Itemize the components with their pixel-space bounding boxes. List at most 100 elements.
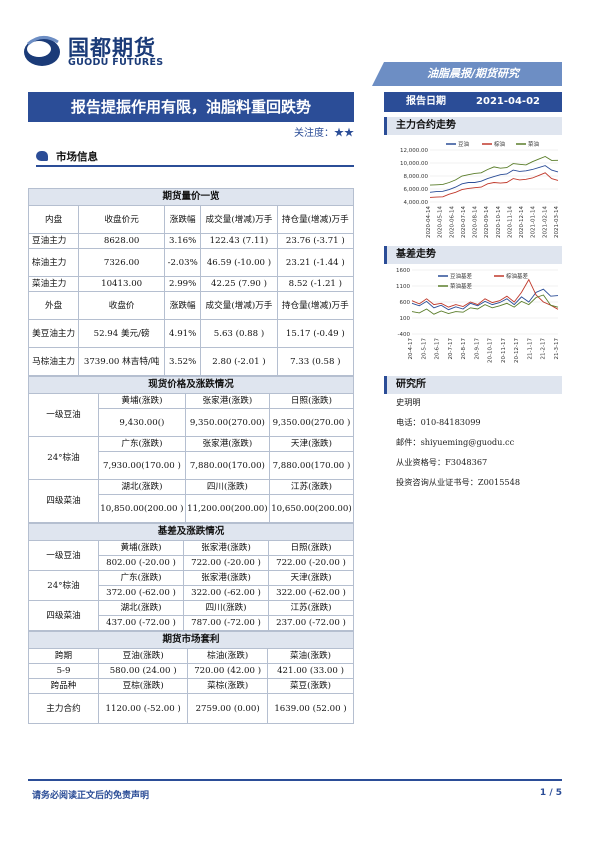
table-header: 日照(涨跌)	[268, 393, 355, 409]
table-cell: 5.63 (0.88 )	[200, 319, 278, 348]
table-row: 主力合约 1120.00 (-52.00 ) 2759.00 (0.00) 16…	[28, 693, 354, 724]
table-cell: 11,200.00(200.00)	[184, 494, 270, 523]
x-tick-label: 2021-02-14	[542, 206, 548, 238]
page-number: 1 / 5	[539, 788, 562, 798]
table-cell: 3739.00 林吉特/吨	[78, 347, 166, 376]
table-row: 5-9 580.00 (24.00 ) 720.00 (42.00 ) 421.…	[28, 663, 354, 679]
x-tick-label: 20-7-17	[448, 338, 454, 360]
x-tick-label: 2021-03-14	[554, 206, 560, 238]
market-data-table: 期货量价一览 内盘 收盘价元 涨跌幅 成交量(增减)万手 持仓量(增减)万手 豆…	[27, 188, 355, 724]
table-row: 菜油主力 10413.00 2.99% 42.25 (7.90 ) 8.52 (…	[27, 276, 355, 292]
basis-chart-heading: 基差走势	[384, 246, 562, 264]
x-tick-label: 20-4-17	[408, 338, 414, 360]
table-cell: 437.00 (-72.00 )	[98, 615, 184, 631]
disclaimer-note: 请务必阅读正文后的免责声明	[32, 791, 150, 801]
report-date-label: 报告日期	[406, 96, 446, 107]
table-header: 收盘价元	[78, 205, 166, 234]
logo-text-en: GUODU FUTURES	[68, 57, 164, 68]
table-cell: 237.00 (-72.00 )	[268, 615, 354, 631]
x-tick-label: 2020-06-14	[449, 206, 455, 238]
table-cell: 9,350.00(270.00)	[184, 408, 270, 437]
table-header: 湖北(涨跌)	[98, 600, 184, 616]
legend-label: 豆油基差	[450, 272, 473, 280]
legend-label: 菜油	[528, 140, 540, 148]
table-cell: 322.00 (-62.00 )	[183, 585, 269, 601]
table-cell: 3.16%	[164, 233, 202, 249]
series-line	[411, 288, 559, 311]
table-cell: 10413.00	[78, 276, 166, 292]
x-tick-label: 20-10-17	[488, 338, 494, 363]
table-header: 张家港(涨跌)	[184, 436, 270, 452]
table-row: 10,850.00(200.00 ) 11,200.00(200.00) 10,65…	[29, 494, 355, 523]
logo-mark-icon	[24, 36, 60, 66]
table-cell: 棕油主力	[27, 248, 80, 277]
table-cell: 8.52 (-1.21 )	[276, 276, 355, 292]
table-cell: 7.33 (0.58 )	[276, 347, 355, 376]
x-tick-label: 20-8-17	[461, 338, 467, 360]
table-row: 372.00 (-62.00 ) 322.00 (-62.00 ) 322.00 (…	[29, 585, 354, 601]
table-header: 广东(涨跌)	[98, 570, 184, 586]
table-cell: 46.59 (-10.00 )	[200, 248, 278, 277]
x-tick-label: 2020-04-14	[426, 206, 432, 238]
table-header: 日照(涨跌)	[268, 540, 354, 556]
table-header: 四川(涨跌)	[183, 600, 269, 616]
star-icon: ★★	[334, 128, 354, 139]
legend-label: 棕油	[494, 140, 506, 148]
table-row: 棕油主力 7326.00 -2.03% 46.59 (-10.00 ) 23.2…	[27, 248, 355, 277]
table-row-label: 24°棕油	[28, 570, 99, 601]
table-header: 菜棕(涨跌)	[187, 678, 268, 694]
table-header: 跨品种	[28, 678, 99, 694]
y-tick-label: 600	[400, 300, 411, 306]
table-header: 外盘	[27, 291, 80, 320]
table-row: 美豆油主力 52.94 美元/磅 4.91% 5.63 (0.88 ) 15.1…	[27, 319, 355, 348]
table-header: 豆棕(涨跌)	[97, 678, 189, 694]
table-cell: 52.94 美元/磅	[78, 319, 166, 348]
x-tick-label: 21-1-17	[527, 338, 533, 360]
table-cell: 322.00 (-62.00 )	[268, 585, 354, 601]
table-row: 豆油主力 8628.00 3.16% 122.43 (7.11) 23.76 (…	[27, 233, 355, 249]
table-header: 黄埔(涨跌)	[98, 393, 186, 409]
table-cell: -2.03%	[164, 248, 202, 277]
table-header: 涨跌幅	[164, 205, 202, 234]
y-tick-label: -400	[398, 332, 411, 338]
table-header: 四川(涨跌)	[184, 479, 270, 495]
table-cell: 3.52%	[164, 347, 202, 376]
x-tick-label: 20-11-17	[501, 338, 507, 363]
table-cell: 787.00 (-72.00 )	[183, 615, 269, 631]
basis-title: 基差及涨跌情况	[28, 523, 354, 541]
y-tick-label: 10,000.00	[400, 161, 428, 167]
table-cell: 7,930.00(170.00 )	[98, 451, 186, 480]
legend-label: 菜油基差	[450, 282, 473, 290]
x-tick-label: 2020-12-14	[519, 206, 525, 238]
table-header: 持仓量(增减)万手	[276, 205, 355, 234]
table-row-label: 四级菜油	[28, 600, 99, 631]
table-cell: 42.25 (7.90 )	[200, 276, 278, 292]
analyst-phone: 电话：010-84183099	[396, 417, 481, 427]
table-header: 棕油(涨跌)	[187, 648, 268, 664]
table-row-label: 24°棕油	[28, 436, 99, 480]
table-header: 江苏(涨跌)	[268, 600, 354, 616]
logo-text-cn: 国都期货	[68, 36, 156, 60]
x-tick-label: 21-2-17	[541, 338, 547, 360]
arbitrage-title: 期货市场套利	[28, 631, 354, 649]
main-contract-chart: 12,000.00 10,000.00 8,000.00 6,000.00 4,000.…	[386, 140, 562, 238]
table-header: 江苏(涨跌)	[268, 479, 355, 495]
table-header: 黄埔(涨跌)	[98, 540, 184, 556]
y-tick-label: 6,000.00	[404, 187, 429, 193]
table-row-label: 一级豆油	[28, 540, 99, 571]
table-cell: 10,650.00(200.00)	[268, 494, 355, 523]
table-cell: 2759.00 (0.00)	[187, 693, 268, 724]
table-cell: 720.00 (42.00 )	[187, 663, 268, 679]
table-cell: 豆油主力	[27, 233, 80, 249]
table-cell: 9,430.00()	[98, 408, 186, 437]
table-cell: 美豆油主力	[27, 319, 80, 348]
y-tick-label: 100	[400, 316, 411, 322]
table-cell: 23.76 (-3.71 )	[276, 233, 355, 249]
table-cell: 23.21 (-1.44 )	[276, 248, 355, 277]
series-line	[429, 172, 559, 198]
futures-overview-title: 期货量价一览	[28, 188, 354, 206]
x-tick-label: 20-9-17	[474, 338, 480, 360]
section-bullet-icon	[36, 151, 48, 161]
table-row: 马棕油主力 3739.00 林吉特/吨 3.52% 2.80 (-2.01 ) …	[27, 347, 355, 376]
table-cell: 主力合约	[28, 693, 99, 724]
